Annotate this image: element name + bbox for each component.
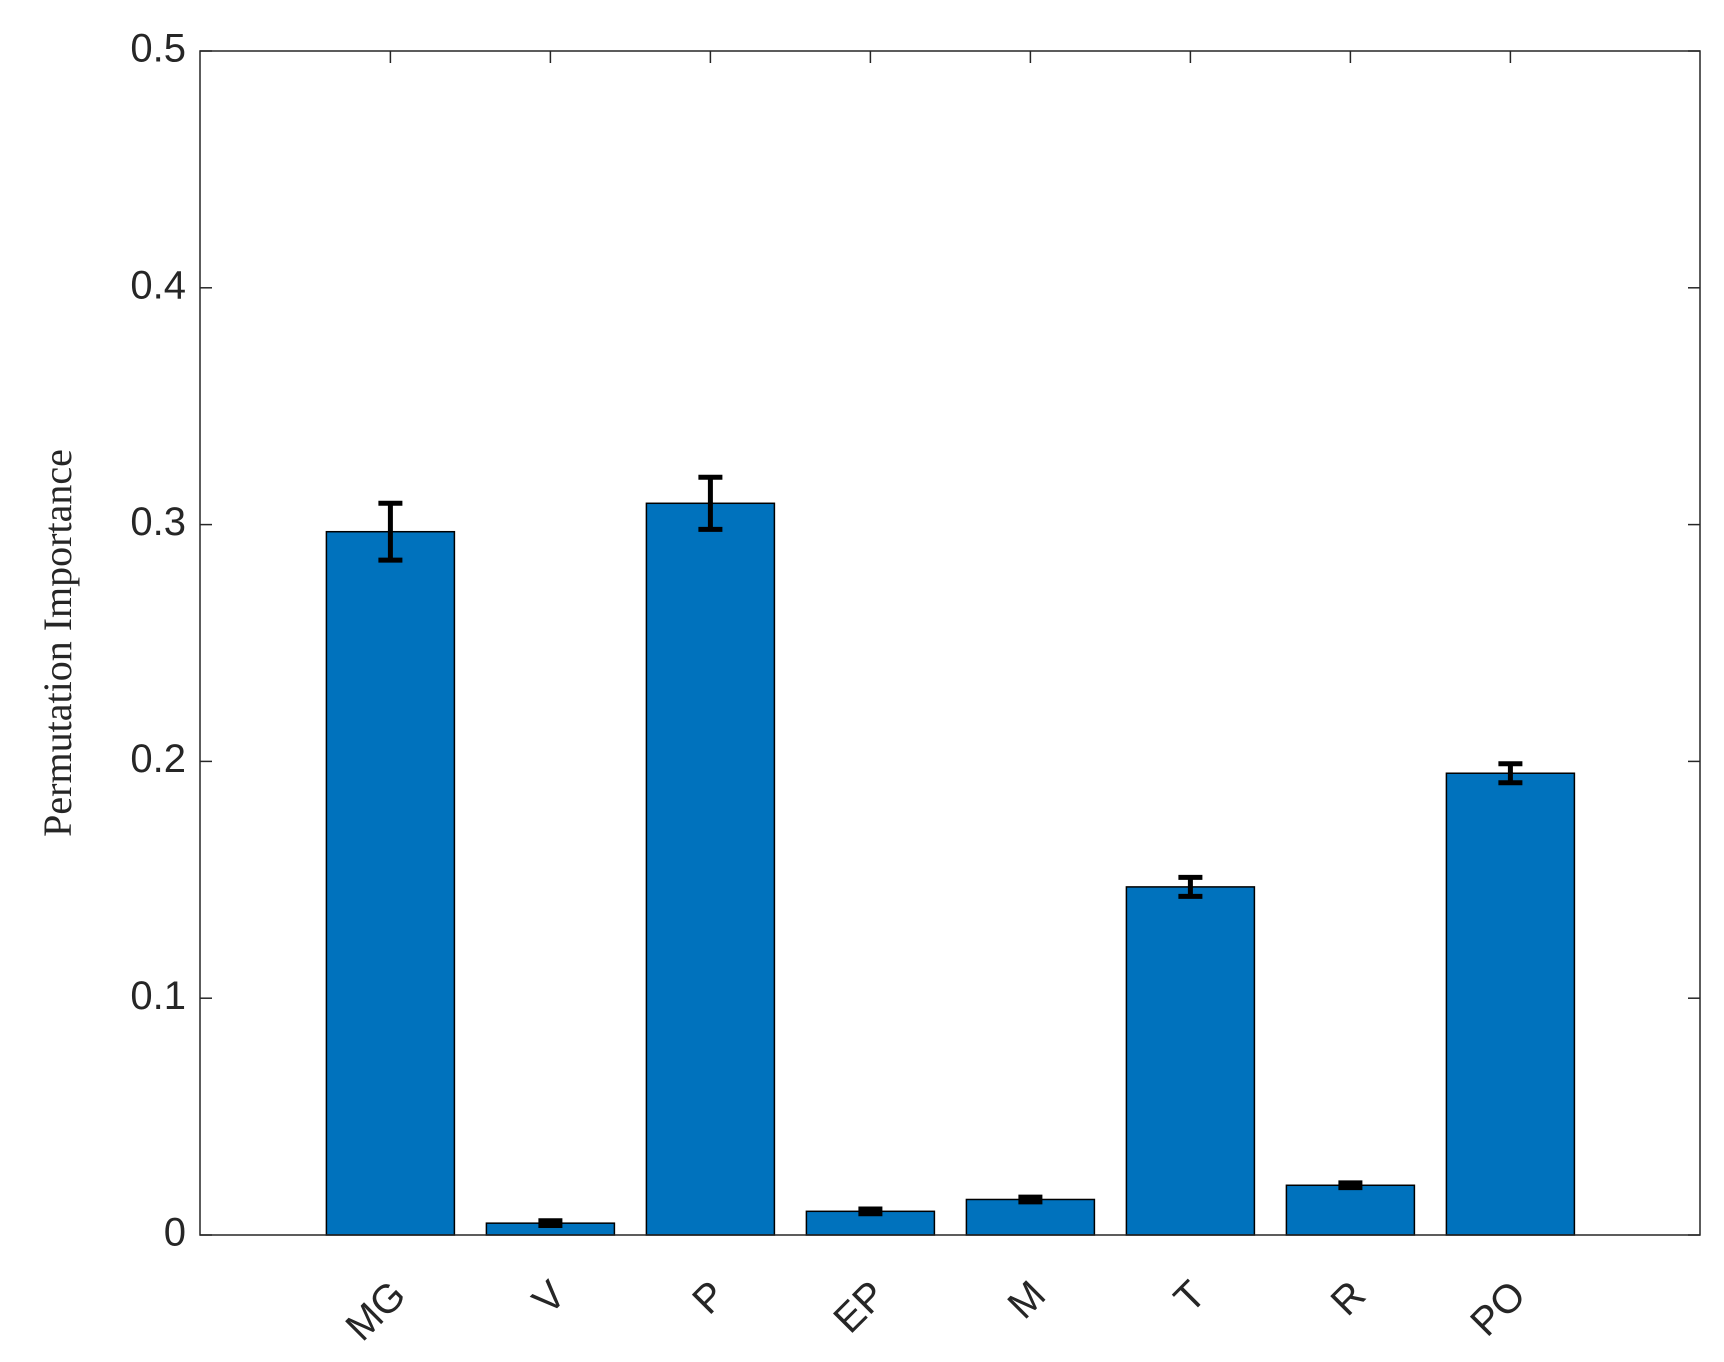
x-tick-label: EP	[825, 1273, 894, 1342]
bar	[1125, 886, 1256, 1236]
bar	[325, 530, 456, 1236]
plot-frame	[199, 50, 1701, 1236]
bar	[1445, 772, 1576, 1236]
y-axis-label: Permutation Importance	[35, 449, 80, 837]
x-tick-label: R	[1323, 1273, 1375, 1325]
y-tick-label: 0.4	[130, 263, 186, 307]
x-tick-label: MG	[338, 1273, 415, 1350]
error-bar	[858, 1206, 883, 1217]
error-bar	[1178, 874, 1203, 899]
x-tick-label: M	[1000, 1273, 1055, 1328]
bar	[965, 1198, 1096, 1236]
error-bar	[1338, 1180, 1363, 1191]
x-tick-label: P	[684, 1273, 734, 1323]
error-bar	[1018, 1194, 1043, 1205]
x-tick-label: PO	[1462, 1273, 1534, 1345]
x-tick-label: T	[1166, 1273, 1214, 1321]
bar	[645, 502, 776, 1236]
y-tick-label: 0	[164, 1211, 186, 1255]
x-tick-label: V	[524, 1272, 574, 1322]
error-bar	[538, 1218, 563, 1229]
error-bar	[698, 474, 723, 532]
error-bar	[378, 500, 403, 563]
bar	[1285, 1184, 1416, 1236]
y-tick-label: 0.3	[130, 500, 186, 544]
y-tick-label: 0.1	[130, 974, 186, 1018]
y-tick-label: 0.2	[130, 737, 186, 781]
error-bar	[1498, 761, 1523, 786]
y-tick-label: 0.5	[130, 27, 186, 71]
